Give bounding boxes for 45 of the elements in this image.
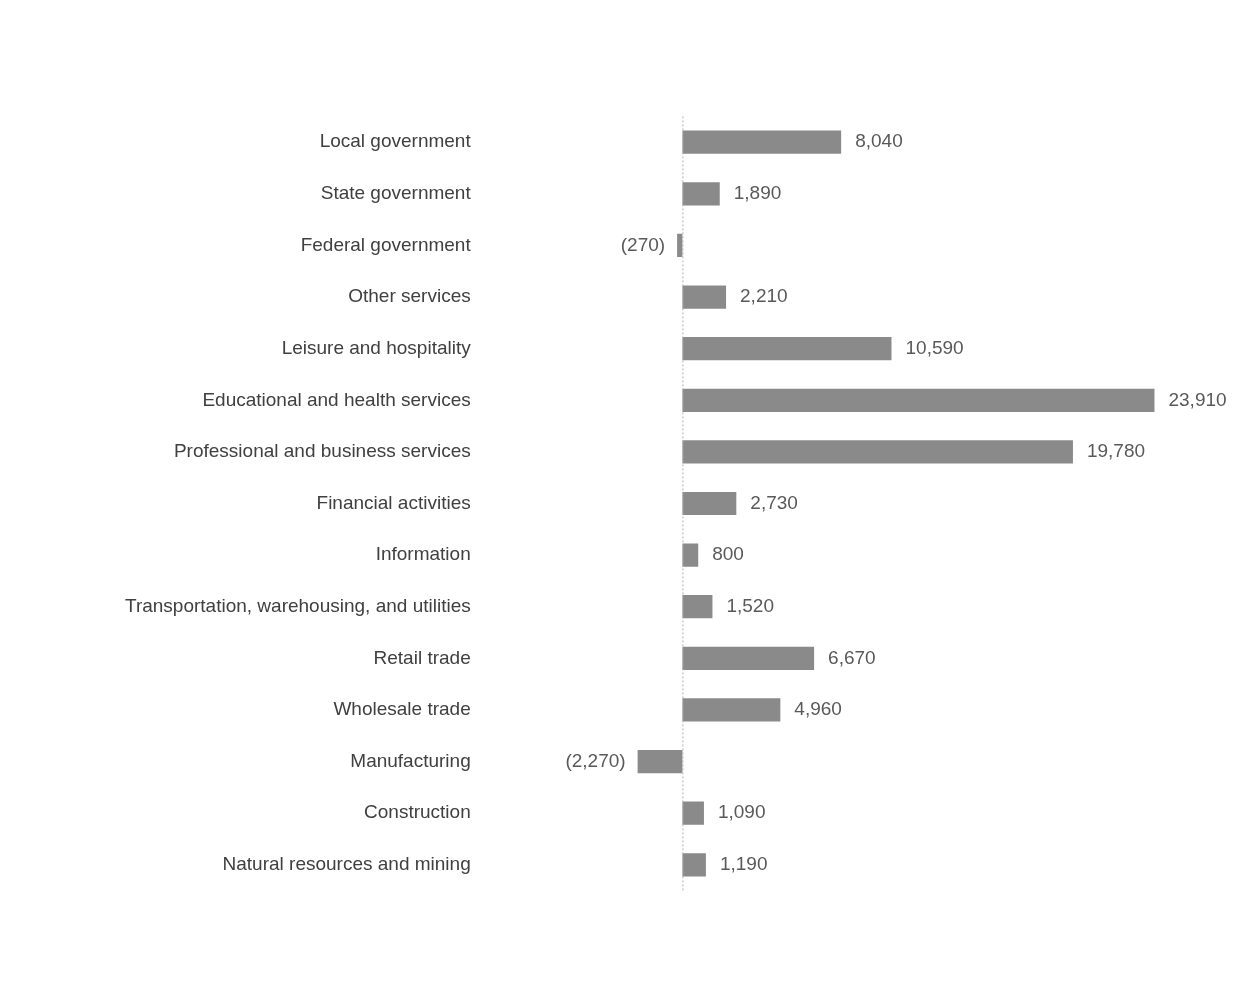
data-label: (2,270) <box>565 749 626 771</box>
bar <box>677 233 683 258</box>
y-tick-label: Financial activities <box>316 491 471 513</box>
y-tick-label: Professional and business services <box>173 440 471 462</box>
y-tick-label: Federal government <box>300 233 472 255</box>
bar <box>682 440 1073 464</box>
bar <box>682 853 706 877</box>
bar <box>682 337 892 361</box>
y-tick-label: Retail trade <box>373 646 471 668</box>
data-label: 1,190 <box>719 853 768 875</box>
y-tick-label: Natural resources and mining <box>222 853 471 875</box>
data-label: 1,520 <box>726 594 774 616</box>
data-label: (270) <box>620 233 666 255</box>
y-tick-label: Local government <box>319 130 472 152</box>
y-tick-label: Construction <box>364 801 471 823</box>
y-tick-label: Transportation, warehousing, and utilities <box>124 594 471 616</box>
y-tick-label: Educational and health services <box>202 388 471 410</box>
data-label: 800 <box>712 543 744 565</box>
bar <box>682 285 727 309</box>
y-tick-label: Information <box>375 543 471 565</box>
bar <box>682 491 737 516</box>
data-label: 10,590 <box>905 336 964 358</box>
data-label: 2,730 <box>750 491 798 513</box>
bar <box>637 749 683 774</box>
y-tick-label: Wholesale trade <box>333 698 471 720</box>
bar <box>682 130 842 154</box>
bar <box>682 543 699 567</box>
y-tick-label: Other services <box>348 285 471 307</box>
data-label: 23,910 <box>1168 388 1227 410</box>
bar <box>682 595 713 619</box>
data-label: 1,090 <box>717 801 766 823</box>
y-tick-label: State government <box>320 182 472 204</box>
bar <box>682 698 781 722</box>
data-label: 2,210 <box>740 285 788 307</box>
data-label: 19,780 <box>1086 440 1146 462</box>
bar <box>682 646 815 670</box>
data-label: 6,670 <box>828 646 876 668</box>
y-tick-label: Manufacturing <box>350 749 471 771</box>
bar <box>682 388 1155 412</box>
data-label: 8,040 <box>855 130 903 152</box>
y-tick-label: Leisure and hospitality <box>281 336 472 358</box>
bar <box>682 182 720 206</box>
data-label: 4,960 <box>794 698 842 720</box>
bar <box>682 801 704 825</box>
data-label: 1,890 <box>733 182 782 204</box>
